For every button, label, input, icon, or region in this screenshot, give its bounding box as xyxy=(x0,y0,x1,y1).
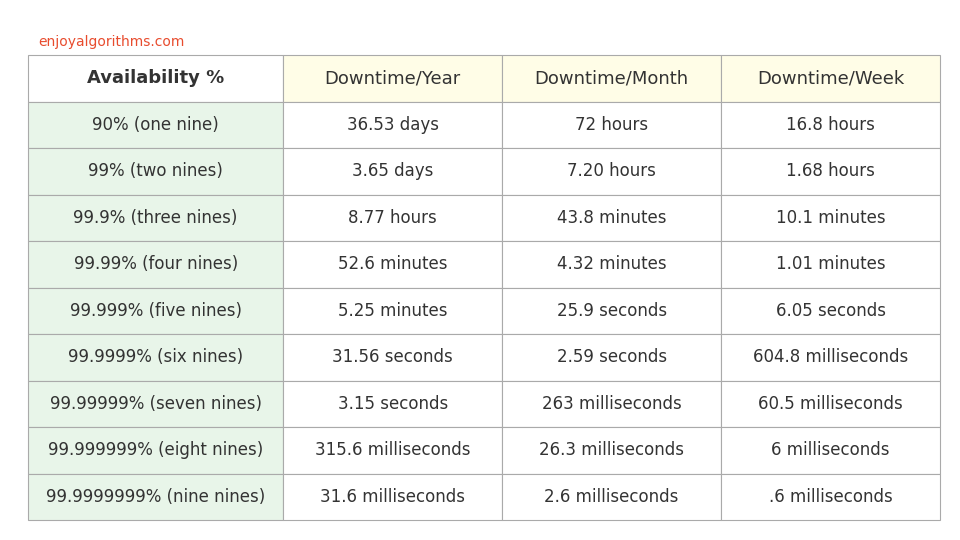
Text: Downtime/Week: Downtime/Week xyxy=(756,69,904,87)
Text: 43.8 minutes: 43.8 minutes xyxy=(557,209,666,227)
Text: 315.6 milliseconds: 315.6 milliseconds xyxy=(315,441,470,459)
Bar xyxy=(502,287,721,334)
Text: 99% (two nines): 99% (two nines) xyxy=(88,162,223,180)
Bar xyxy=(283,194,502,241)
Bar xyxy=(502,381,721,427)
Text: 263 milliseconds: 263 milliseconds xyxy=(541,395,682,413)
Bar xyxy=(721,194,940,241)
Bar xyxy=(721,55,940,102)
Text: 36.53 days: 36.53 days xyxy=(347,116,439,134)
Bar xyxy=(502,148,721,194)
Text: 604.8 milliseconds: 604.8 milliseconds xyxy=(753,348,908,366)
Bar xyxy=(502,55,721,102)
Text: .6 milliseconds: .6 milliseconds xyxy=(769,488,893,506)
Bar xyxy=(28,102,283,148)
Bar xyxy=(283,55,502,102)
Bar xyxy=(721,427,940,474)
Text: 2.59 seconds: 2.59 seconds xyxy=(557,348,667,366)
Bar xyxy=(283,241,502,287)
Text: 90% (one nine): 90% (one nine) xyxy=(92,116,219,134)
Text: 99.9999999% (nine nines): 99.9999999% (nine nines) xyxy=(46,488,265,506)
Bar xyxy=(28,241,283,287)
Bar xyxy=(502,334,721,381)
Bar xyxy=(721,102,940,148)
Bar xyxy=(28,381,283,427)
Bar xyxy=(283,474,502,520)
Text: 6 milliseconds: 6 milliseconds xyxy=(771,441,890,459)
Text: Availability %: Availability % xyxy=(87,69,225,87)
Bar xyxy=(502,427,721,474)
Bar xyxy=(283,148,502,194)
Text: 16.8 hours: 16.8 hours xyxy=(786,116,875,134)
Bar xyxy=(721,474,940,520)
Text: 5.25 minutes: 5.25 minutes xyxy=(338,302,447,320)
Text: 3.65 days: 3.65 days xyxy=(352,162,434,180)
Text: 60.5 milliseconds: 60.5 milliseconds xyxy=(758,395,903,413)
Bar xyxy=(28,334,283,381)
Text: 10.1 minutes: 10.1 minutes xyxy=(776,209,885,227)
Text: 2.6 milliseconds: 2.6 milliseconds xyxy=(544,488,679,506)
Bar xyxy=(28,194,283,241)
Text: Downtime/Year: Downtime/Year xyxy=(324,69,461,87)
Text: 8.77 hours: 8.77 hours xyxy=(348,209,437,227)
Text: 99.9999% (six nines): 99.9999% (six nines) xyxy=(68,348,243,366)
Bar xyxy=(721,148,940,194)
Bar xyxy=(502,194,721,241)
Text: 31.6 milliseconds: 31.6 milliseconds xyxy=(321,488,466,506)
Bar xyxy=(283,287,502,334)
Text: 99.99% (four nines): 99.99% (four nines) xyxy=(74,255,238,273)
Bar xyxy=(28,55,283,102)
Text: 6.05 seconds: 6.05 seconds xyxy=(776,302,885,320)
Bar xyxy=(283,381,502,427)
Text: 99.999% (five nines): 99.999% (five nines) xyxy=(70,302,242,320)
Bar xyxy=(283,334,502,381)
Text: Downtime/Month: Downtime/Month xyxy=(535,69,688,87)
Bar xyxy=(28,148,283,194)
Text: 31.56 seconds: 31.56 seconds xyxy=(332,348,453,366)
Text: 7.20 hours: 7.20 hours xyxy=(567,162,656,180)
Text: 1.68 hours: 1.68 hours xyxy=(786,162,875,180)
Bar xyxy=(502,241,721,287)
Bar xyxy=(28,427,283,474)
Text: 1.01 minutes: 1.01 minutes xyxy=(776,255,885,273)
Bar xyxy=(721,381,940,427)
Bar xyxy=(502,102,721,148)
Text: 52.6 minutes: 52.6 minutes xyxy=(338,255,447,273)
Text: 26.3 milliseconds: 26.3 milliseconds xyxy=(540,441,684,459)
Bar xyxy=(283,427,502,474)
Text: 99.9% (three nines): 99.9% (three nines) xyxy=(74,209,238,227)
Text: 72 hours: 72 hours xyxy=(575,116,648,134)
Text: 4.32 minutes: 4.32 minutes xyxy=(557,255,666,273)
Bar xyxy=(502,474,721,520)
Bar xyxy=(28,474,283,520)
Bar xyxy=(721,287,940,334)
Text: 99.999999% (eight nines): 99.999999% (eight nines) xyxy=(48,441,263,459)
Bar xyxy=(721,334,940,381)
Text: 99.99999% (seven nines): 99.99999% (seven nines) xyxy=(50,395,262,413)
Bar xyxy=(28,287,283,334)
Text: 3.15 seconds: 3.15 seconds xyxy=(338,395,448,413)
Text: 25.9 seconds: 25.9 seconds xyxy=(557,302,667,320)
Bar xyxy=(721,241,940,287)
Bar xyxy=(283,102,502,148)
Text: enjoyalgorithms.com: enjoyalgorithms.com xyxy=(38,35,184,49)
